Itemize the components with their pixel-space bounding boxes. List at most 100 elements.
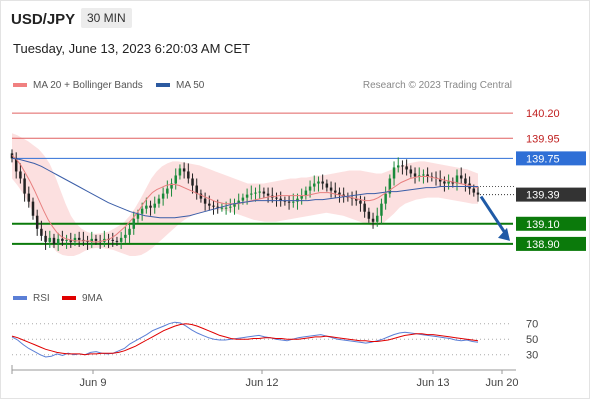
candle-body-95 xyxy=(409,169,413,174)
candle-body-104 xyxy=(447,181,450,184)
candle-body-19 xyxy=(90,238,94,242)
candle-body-16 xyxy=(77,237,81,240)
candle-body-5 xyxy=(31,201,35,216)
candle-body-32 xyxy=(145,205,148,209)
candle-body-48 xyxy=(212,205,215,207)
candle-body-3 xyxy=(23,178,26,194)
candle-body-57 xyxy=(250,193,253,195)
candle-body-106 xyxy=(455,175,459,184)
legend-ma50-label: MA 50 xyxy=(176,80,205,91)
candle-body-17 xyxy=(82,239,85,241)
rsi-line xyxy=(11,321,479,358)
candle-body-9 xyxy=(48,237,52,242)
candle-body-66 xyxy=(287,201,291,203)
candle-body-67 xyxy=(292,201,295,203)
candle-body-97 xyxy=(417,175,421,177)
candle-body-70 xyxy=(304,190,308,196)
candle-body-14 xyxy=(69,239,73,242)
legend-ma50: MA 50 xyxy=(156,80,204,91)
candle-body-13 xyxy=(65,239,68,241)
candle-body-54 xyxy=(237,200,240,204)
timestamp: Tuesday, June 13, 2023 6:20:03 AM CET xyxy=(13,41,251,56)
candle-body-49 xyxy=(216,206,219,208)
candle-body-42 xyxy=(187,171,190,179)
level-label-2: 139.75 xyxy=(526,153,560,165)
x-tick-label-0: Jun 9 xyxy=(80,377,107,389)
candle-body-96 xyxy=(413,173,417,177)
candle-body-76 xyxy=(329,187,333,191)
candle-body-27 xyxy=(124,234,127,238)
candle-body-86 xyxy=(371,218,375,222)
candle-body-35 xyxy=(157,198,161,204)
candle-body-51 xyxy=(224,207,228,209)
candle-body-75 xyxy=(325,183,329,188)
level-label-1: 139.95 xyxy=(526,133,560,145)
candle-body-34 xyxy=(153,203,156,208)
candle-body-91 xyxy=(392,167,396,179)
candle-body-50 xyxy=(220,207,224,209)
candle-body-74 xyxy=(321,181,324,184)
candle-body-38 xyxy=(170,183,173,189)
candle-body-15 xyxy=(73,237,77,242)
rsi-tick-1: 50 xyxy=(526,334,538,346)
candle-body-26 xyxy=(119,237,123,242)
candle-body-12 xyxy=(61,238,64,241)
candle-body-72 xyxy=(313,183,316,187)
legend-rsi-label: RSI xyxy=(33,293,50,304)
candle-body-88 xyxy=(380,203,383,216)
candle-body-52 xyxy=(229,206,232,208)
candle-body-82 xyxy=(355,198,358,201)
legend-9ma: 9MA xyxy=(62,293,103,304)
rsi-tick-0: 70 xyxy=(526,319,538,331)
bollinger-band xyxy=(12,133,478,256)
ma50-line xyxy=(11,157,478,219)
candle-body-84 xyxy=(363,203,366,212)
level-label-4: 138.90 xyxy=(526,239,560,251)
candle-body-37 xyxy=(166,188,169,194)
candle-body-73 xyxy=(317,181,320,184)
candle-body-11 xyxy=(56,238,60,244)
rsi-ma9-line xyxy=(11,323,479,356)
level-label-0: 140.20 xyxy=(526,108,560,120)
candle-body-102 xyxy=(438,178,442,182)
candle-body-10 xyxy=(52,237,56,244)
candle-body-110 xyxy=(472,188,476,193)
candle-body-47 xyxy=(208,203,211,206)
level-label-3: 139.10 xyxy=(526,219,560,231)
candle-body-92 xyxy=(396,165,400,168)
candle-body-107 xyxy=(459,175,463,179)
candle-body-40 xyxy=(178,168,182,176)
timeframe-button[interactable]: 30 MIN xyxy=(81,8,132,28)
candle-body-78 xyxy=(338,192,341,195)
candle-body-94 xyxy=(405,166,408,170)
candle-body-29 xyxy=(132,218,135,229)
candle-body-46 xyxy=(203,198,207,204)
candle-body-31 xyxy=(140,208,144,214)
legend-ma20-label: MA 20 + Bollinger Bands xyxy=(33,80,143,91)
candle-body-108 xyxy=(464,178,467,184)
candle-body-60 xyxy=(262,191,266,194)
legend-ma20: MA 20 + Bollinger Bands xyxy=(13,80,143,91)
candle-body-85 xyxy=(367,211,371,219)
candle-body-103 xyxy=(443,181,446,184)
legend-9ma-label: 9MA xyxy=(82,293,103,304)
candle-body-55 xyxy=(241,197,245,201)
candle-body-63 xyxy=(275,197,278,199)
credit-text: Research © 2023 Trading Central xyxy=(362,80,512,91)
candle-body-83 xyxy=(359,200,362,204)
x-tick-label-3: Jun 20 xyxy=(485,377,518,389)
forecast-arrow-head xyxy=(498,227,510,241)
ma9-swatch xyxy=(62,296,76,301)
candle-body-33 xyxy=(149,205,152,208)
candle-body-24 xyxy=(111,239,115,241)
candle-body-25 xyxy=(115,240,119,242)
candle-body-53 xyxy=(233,203,236,207)
candle-body-2 xyxy=(19,171,22,179)
candle-body-99 xyxy=(426,174,429,177)
current-price-tag xyxy=(516,187,586,202)
ma50-swatch xyxy=(156,83,170,88)
candle-body-98 xyxy=(422,174,425,176)
level-tag-2 xyxy=(516,151,586,166)
candle-body-59 xyxy=(258,191,261,193)
